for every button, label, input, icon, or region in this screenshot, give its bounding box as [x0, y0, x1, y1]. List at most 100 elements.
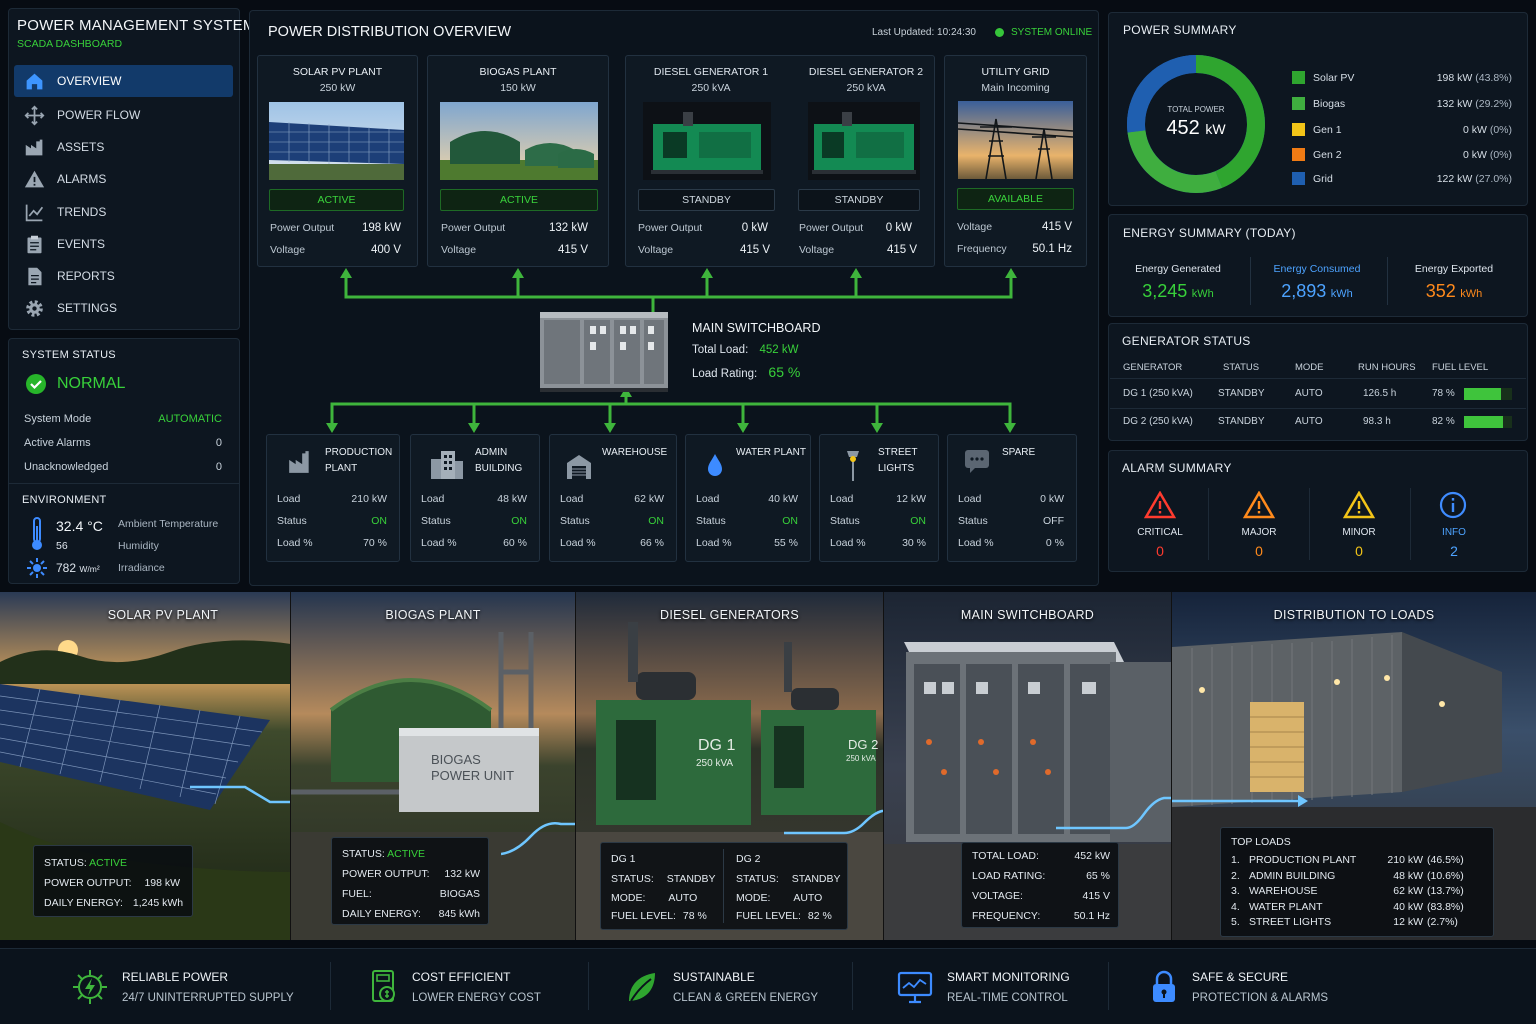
temperature-value: 32.4 °C: [56, 518, 103, 534]
energy-consumed-value: 2,893 kWh: [1281, 281, 1353, 301]
grid-name: UTILITY GRID: [981, 66, 1050, 78]
dg2-mode-cell: AUTO: [1295, 416, 1323, 427]
load-card-warehouse[interactable]: WAREHOUSE Load 62 kW Status ON Load % 66 %: [549, 434, 677, 562]
donut-center-value: 452 kW: [1166, 117, 1226, 139]
minor-label: MINOR: [1342, 527, 1376, 538]
load-row: Load 62 kW: [560, 493, 664, 505]
active-alarms-row: Active Alarms 0: [24, 437, 222, 449]
leaf-icon: [629, 973, 655, 1002]
footer-divider: [330, 962, 331, 1010]
flow-arrow: [190, 785, 290, 804]
footer-divider: [588, 962, 589, 1010]
legend-swatch: [1292, 71, 1305, 84]
feature-title: SMART MONITORING: [947, 970, 1070, 984]
solar-panel-image: [269, 102, 404, 180]
humidity-value: 56: [56, 540, 68, 552]
info-alarm-icon[interactable]: [1439, 491, 1467, 519]
photo-diesel: DG 1 250 kVA DG 2 250 kVA DIESEL GENERAT…: [576, 592, 884, 940]
load-card-water[interactable]: WATER PLANT Load 40 kW Status ON Load % 55 …: [685, 434, 811, 562]
alarm-summary-title: ALARM SUMMARY: [1122, 461, 1232, 475]
system-status-title: SYSTEM STATUS: [22, 349, 116, 361]
nav-label: EVENTS: [57, 237, 106, 251]
photo-caption: BIOGAS PLANT: [385, 608, 481, 622]
nav-events[interactable]: EVENTS: [14, 228, 233, 260]
dg1-status-cell: STANDBY: [1218, 388, 1265, 399]
overview-title: POWER DISTRIBUTION OVERVIEW: [268, 24, 512, 40]
power-summary-title: POWER SUMMARY: [1123, 23, 1237, 37]
col-mode: MODE: [1295, 362, 1324, 373]
nav-label: ASSETS: [57, 140, 105, 154]
nav-label: REPORTS: [57, 269, 115, 283]
load-row: Load 210 kW: [277, 493, 387, 505]
g2-status: STATUS: STANDBY: [736, 873, 841, 885]
row-divider: [1110, 408, 1526, 409]
alarm-divider: [1208, 488, 1209, 560]
system-status-panel: [8, 338, 240, 584]
nav-settings[interactable]: SETTINGS: [14, 292, 233, 324]
overlay-output: POWER OUTPUT: 132 kW: [342, 868, 480, 880]
cost-icon: [372, 970, 395, 1002]
col-run-hours: RUN HOURS: [1358, 362, 1416, 373]
dg2-unit-rating: 250 kVA: [846, 754, 876, 763]
load-row: Load 48 kW: [421, 493, 527, 505]
legend-swatch: [1292, 97, 1305, 110]
status-row: Status OFF: [958, 515, 1064, 527]
load-card-admin[interactable]: ADMIN BUILDING Load 48 kW Status ON Load %…: [410, 434, 540, 562]
solar-row-1: Power Output 198 kW: [270, 222, 401, 234]
donut-segment: [1127, 55, 1265, 193]
solar-photo-overlay: STATUS: ACTIVE POWER OUTPUT: 198 kW DAIL…: [33, 845, 193, 917]
dg2-status: STANDBY: [798, 189, 920, 211]
feature-sub: 24/7 UNINTERRUPTED SUPPLY: [122, 992, 294, 1004]
nav-reports[interactable]: REPORTS: [14, 260, 233, 292]
biogas-card[interactable]: BIOGAS PLANT 150 kW ACTIVE Power Output 1…: [427, 55, 609, 267]
status-row: Status ON: [560, 515, 664, 527]
nav-trends[interactable]: TRENDS: [14, 196, 233, 228]
biogas-status: ACTIVE: [440, 189, 598, 211]
top-load-cell: 40 kW: [1393, 900, 1423, 913]
biogas-name: BIOGAS PLANT: [479, 66, 557, 78]
overlay-energy: DAILY ENERGY: 845 kWh: [342, 908, 480, 920]
load-card-spare[interactable]: SPARE Load 0 kW Status OFF Load % 0 %: [947, 434, 1077, 562]
dg2-rating: 250 kVA: [846, 82, 886, 94]
switchboard-photo-overlay: TOTAL LOAD: 452 kW LOAD RATING: 65 % VOLTA…: [961, 842, 1119, 928]
energy-divider: [1250, 257, 1251, 305]
diesel-card[interactable]: DIESEL GENERATOR 1 250 kVA DIESEL GENERA…: [625, 55, 935, 267]
nav-alarms[interactable]: ALARMS: [14, 163, 233, 195]
nav-power-flow[interactable]: POWER FLOW: [14, 99, 233, 131]
generator-status-title: GENERATOR STATUS: [1122, 334, 1251, 348]
switchboard-title: MAIN SWITCHBOARD: [692, 321, 821, 335]
overlay-frequency: FREQUENCY: 50.1 Hz: [972, 910, 1110, 922]
switchboard-image: [540, 312, 668, 392]
pct-row: Load % 55 %: [696, 537, 798, 549]
g1-fuel: FUEL LEVEL: 78 %: [611, 910, 707, 922]
feature-title: SUSTAINABLE: [673, 970, 755, 984]
energy-exported-value: 352 kWh: [1425, 281, 1483, 301]
power-donut-chart: [1127, 55, 1265, 193]
solar-card[interactable]: SOLAR PV PLANT 250 kW ACTIVE Power Outpu…: [257, 55, 418, 267]
alarm-divider: [1410, 488, 1411, 560]
nav-overview[interactable]: OVERVIEW: [14, 65, 233, 97]
load-card-production[interactable]: PRODUCTION PLANT Load 210 kW Status ON Loa…: [266, 434, 400, 562]
overlay-status: STATUS: ACTIVE: [44, 857, 128, 869]
flow-arrow: [1056, 796, 1171, 830]
biogas-unit-text: BIOGAS POWER UNIT: [431, 752, 515, 783]
minor-count: 0: [1355, 543, 1363, 559]
feature-sub: REAL-TIME CONTROL: [947, 992, 1068, 1004]
nav-assets[interactable]: ASSETS: [14, 131, 233, 163]
grid-rating: Main Incoming: [981, 82, 1050, 94]
major-alarm-icon[interactable]: [1243, 491, 1275, 519]
status-row: Status ON: [277, 515, 387, 527]
minor-alarm-icon[interactable]: [1343, 491, 1375, 519]
dg1-row-2: Voltage 415 V: [638, 244, 770, 256]
check-circle-icon: [26, 374, 46, 394]
energy-consumed-label: Energy Consumed: [1273, 263, 1361, 275]
top-load-cell: PRODUCTION PLANT: [1249, 854, 1357, 866]
overlay-rating: LOAD RATING: 65 %: [972, 870, 1110, 882]
footer-divider: [1108, 962, 1109, 1010]
load-name: SPARE: [1002, 447, 1036, 458]
critical-alarm-icon[interactable]: [1144, 491, 1176, 519]
feature-title: RELIABLE POWER: [122, 970, 229, 984]
thermometer-icon: [32, 517, 42, 550]
grid-card[interactable]: UTILITY GRID Main Incoming AVAILABLE Vol…: [944, 55, 1087, 267]
load-card-street-lights[interactable]: STREET LIGHTS Load 12 kW Status ON Load % 3…: [819, 434, 939, 562]
